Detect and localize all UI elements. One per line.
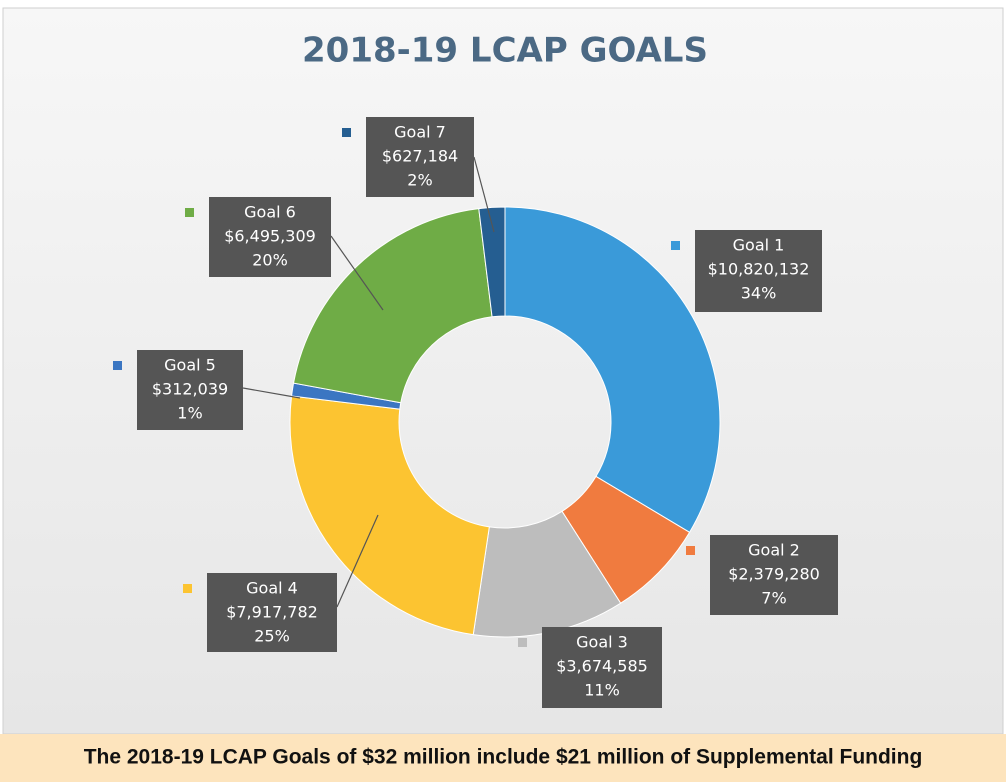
label-percent: 25% [254,627,290,646]
label-value: $7,917,782 [226,603,318,622]
legend-swatch [671,241,680,250]
label-category: Goal 2 [748,541,800,560]
label-box [710,535,838,615]
label-percent: 34% [741,284,777,303]
footer: The 2018-19 LCAP Goals of $32 million in… [84,746,923,769]
label-value: $312,039 [152,380,228,399]
label-box [137,350,243,430]
label-percent: 2% [407,171,432,190]
legend-swatch [185,208,194,217]
legend-swatch [183,584,192,593]
label-box [366,117,474,197]
donut-slice [504,206,721,534]
label-percent: 1% [177,404,202,423]
label-value: $2,379,280 [728,565,820,584]
leader-line [242,387,301,399]
donut-slice [289,395,490,636]
label-category: Goal 1 [733,236,785,255]
label-box [542,627,662,708]
label-value: $6,495,309 [224,227,316,246]
label-percent: 11% [584,681,620,700]
label-percent: 7% [761,589,786,608]
legend-swatch [518,638,527,647]
donut-slice [292,208,493,404]
label-category: Goal 5 [164,356,216,375]
label-category: Goal 7 [394,123,446,142]
label-category: Goal 4 [246,579,298,598]
label-box [207,573,337,652]
label-value: $3,674,585 [556,657,648,676]
label-box [209,197,331,277]
legend-swatch [342,128,351,137]
label-category: Goal 6 [244,203,296,222]
label-value: $627,184 [382,147,458,166]
footer-band [0,734,1006,782]
legend-swatch [686,546,695,555]
label-value: $10,820,132 [708,260,810,279]
chart-title: 2018-19 LCAP GOALS [302,31,708,71]
legend-swatch [113,361,122,370]
leader-line [336,514,379,608]
label-box [695,230,822,312]
label-category: Goal 3 [576,633,628,652]
leader-line [330,235,384,311]
label-percent: 20% [252,251,288,270]
leader-line [473,156,495,233]
